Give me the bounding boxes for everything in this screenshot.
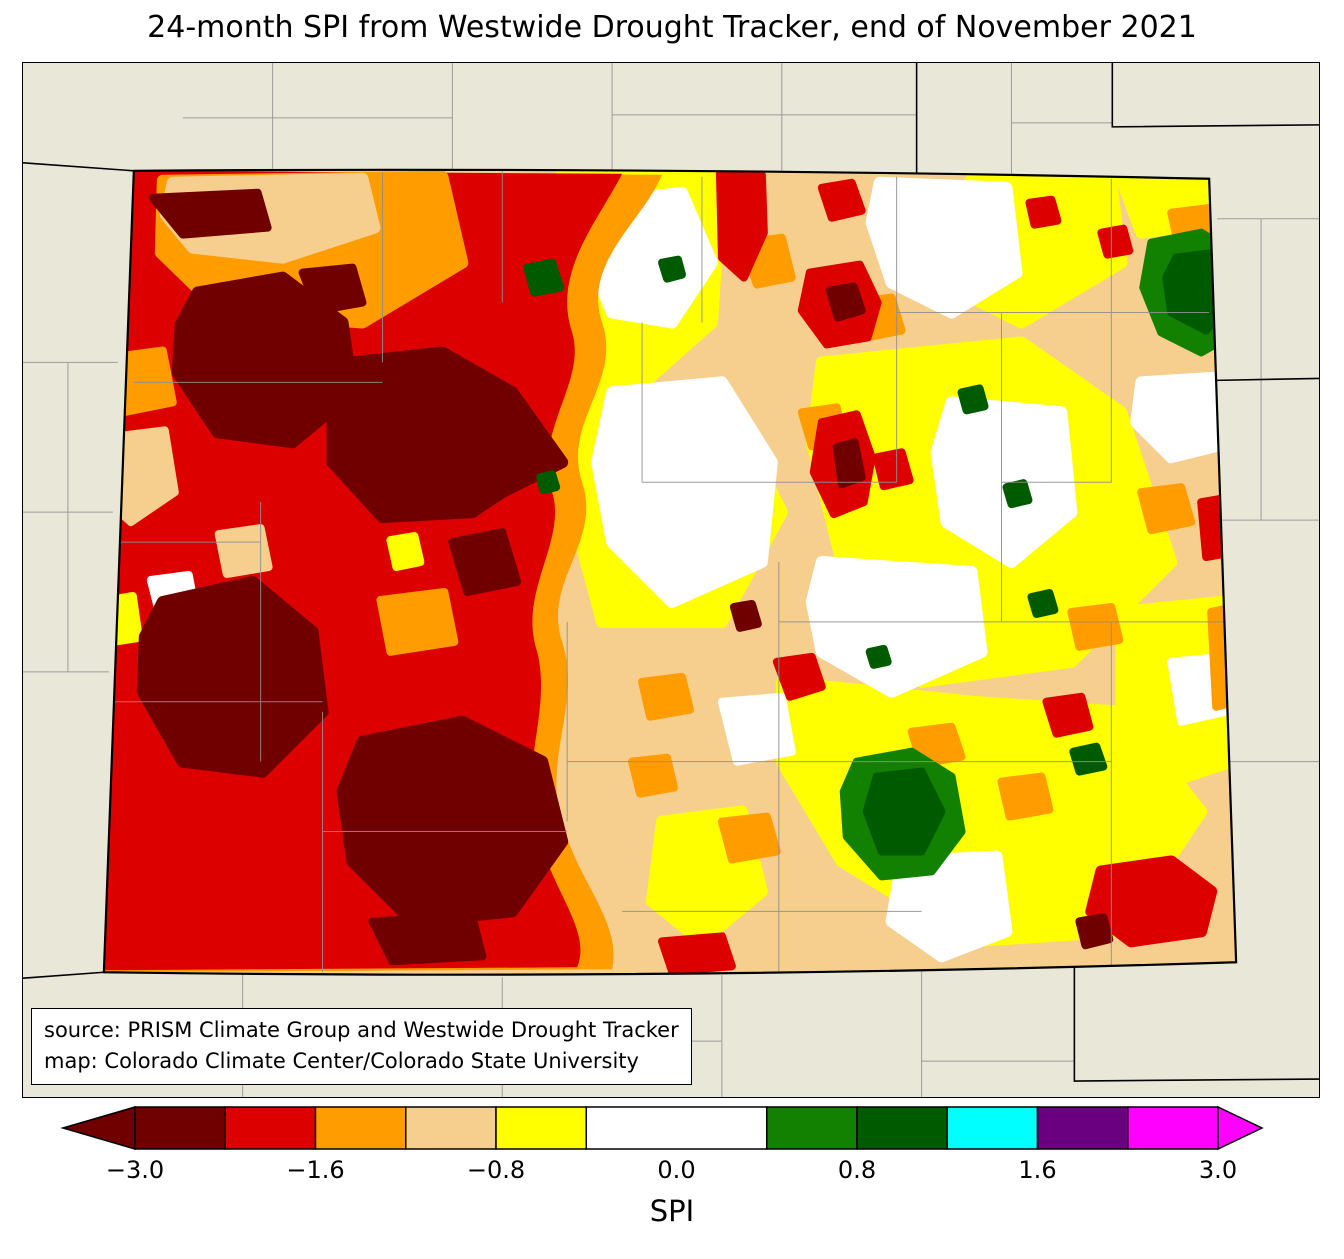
map-panel: source: PRISM Climate Group and Westwide… [22,62,1320,1098]
colorado-spi-map [23,63,1319,1097]
source-box: source: PRISM Climate Group and Westwide… [31,1008,692,1085]
spi-contour-fills [103,169,1237,975]
neighbor-state-borders [23,63,1319,1082]
map-credit-line: map: Colorado Climate Center/Colorado St… [44,1048,639,1073]
colorbar-tick-label: −1.6 [286,1156,345,1184]
colorbar-tick-label: −3.0 [105,1156,165,1184]
colorado-state-border [102,168,1238,976]
colorbar-tick-label: −0.8 [466,1156,526,1184]
colorbar-tick-label: 3.0 [1198,1156,1238,1184]
colorbar-axis-label: SPI [649,1194,695,1228]
colorado-county-lines [103,170,1235,973]
colorbar: −3.0 −1.6 −0.8 0.0 0.8 1.6 3.0 SPI [0,1100,1344,1259]
colorbar-tick-label: 0.8 [837,1156,877,1184]
colorbar-gradient [60,1105,1264,1151]
figure-title: 24-month SPI from Westwide Drought Track… [147,10,1197,45]
source-line: source: PRISM Climate Group and Westwide… [44,1018,679,1043]
colorbar-tick-label: 0.0 [657,1156,696,1184]
colorbar-ticks: −3.0 −1.6 −0.8 0.0 0.8 1.6 3.0 [0,1156,1344,1188]
colorbar-tick-label: 1.6 [1018,1156,1057,1184]
